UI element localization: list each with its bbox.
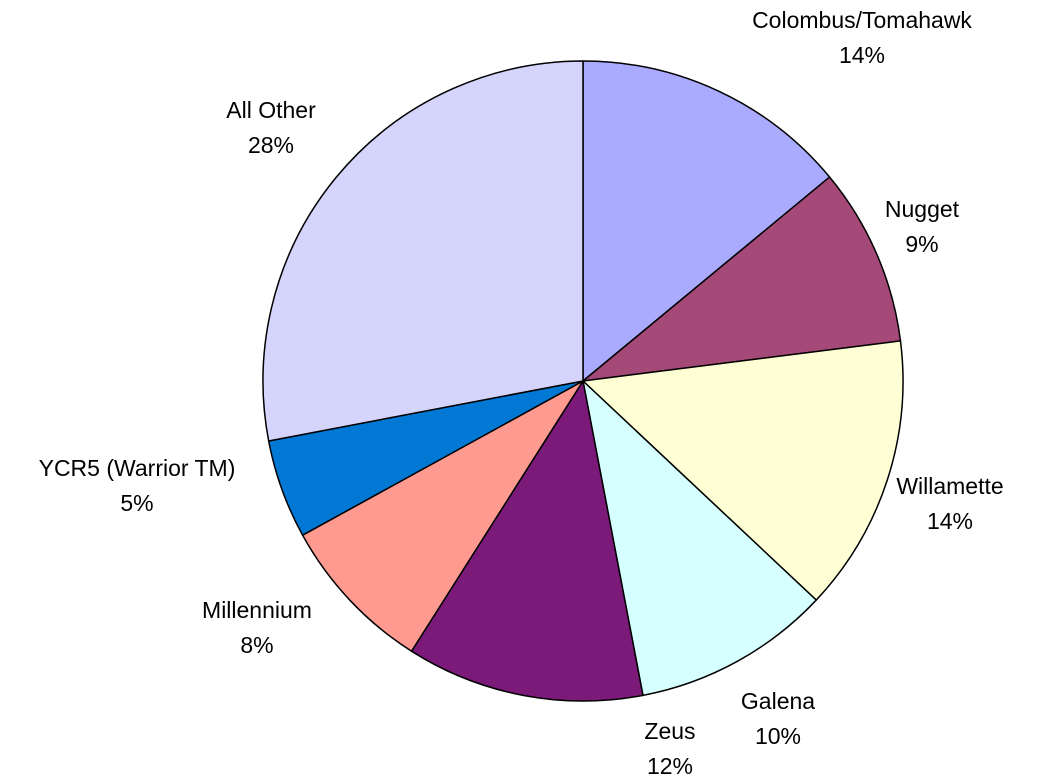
slice-label: Galena bbox=[741, 688, 815, 714]
slice-value-label: 9% bbox=[905, 231, 938, 257]
pie-slice bbox=[410, 380, 644, 702]
slice-value-label: 14% bbox=[839, 42, 885, 68]
slice-label: All Other bbox=[226, 97, 316, 123]
slice-value-label: 5% bbox=[120, 490, 153, 516]
slice-value-label: 14% bbox=[927, 508, 973, 534]
slice-value-label: 12% bbox=[647, 753, 693, 778]
slice-label: YCR5 (Warrior TM) bbox=[39, 455, 236, 481]
slice-value-label: 28% bbox=[248, 132, 294, 158]
pie-slice bbox=[262, 60, 584, 442]
pie-slice bbox=[582, 60, 831, 382]
pie-slice bbox=[301, 380, 584, 652]
slice-label: Millennium bbox=[202, 597, 312, 623]
slice-value-label: 8% bbox=[240, 632, 273, 658]
slice-label: Zeus bbox=[644, 718, 695, 744]
slice-label: Colombus/Tomahawk bbox=[752, 7, 972, 33]
pie-slice bbox=[582, 380, 818, 697]
slice-value-label: 10% bbox=[755, 723, 801, 749]
pie-slice bbox=[582, 176, 902, 382]
slice-label: Nugget bbox=[885, 196, 960, 222]
pie-slice bbox=[582, 340, 904, 601]
slice-label: Willamette bbox=[896, 473, 1003, 499]
